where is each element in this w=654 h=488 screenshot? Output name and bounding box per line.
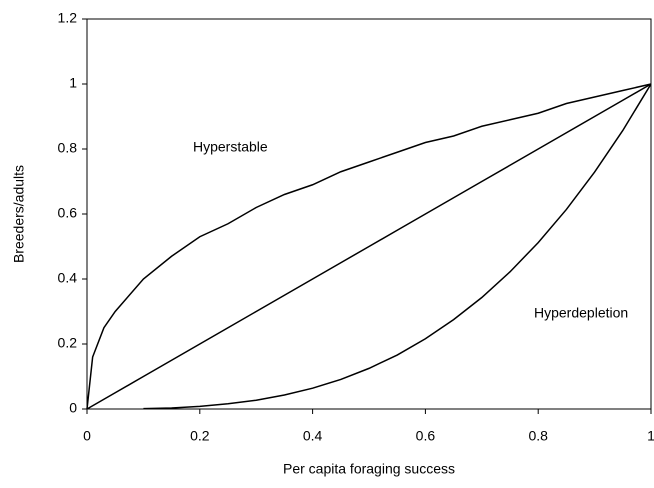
series-line [143,83,652,410]
plot-frame [86,18,652,410]
x-axis-label: Per capita foraging success [283,461,455,477]
annotation: Hyperdepletion [534,305,628,321]
annotation: Hyperstable [193,139,268,155]
y-tick-label: 0.4 [58,270,78,286]
series-line [86,83,652,410]
x-tick-label: 0.2 [190,428,210,444]
series-line [86,83,652,410]
y-tick-label: 0.8 [58,140,78,156]
y-axis-label: Breeders/adults [11,165,27,263]
y-tick-label: 0.2 [58,335,78,351]
x-tick-label: 1 [647,428,654,444]
y-tick-label: 1 [69,75,77,91]
y-tick-label: 0.6 [58,205,78,221]
y-tick-label: 1.2 [58,10,78,26]
x-tick-label: 0.8 [528,428,548,444]
x-tick-label: 0 [83,428,91,444]
x-tick-label: 0.4 [303,428,323,444]
x-tick-label: 0.6 [416,428,436,444]
y-tick-label: 0 [69,400,77,416]
